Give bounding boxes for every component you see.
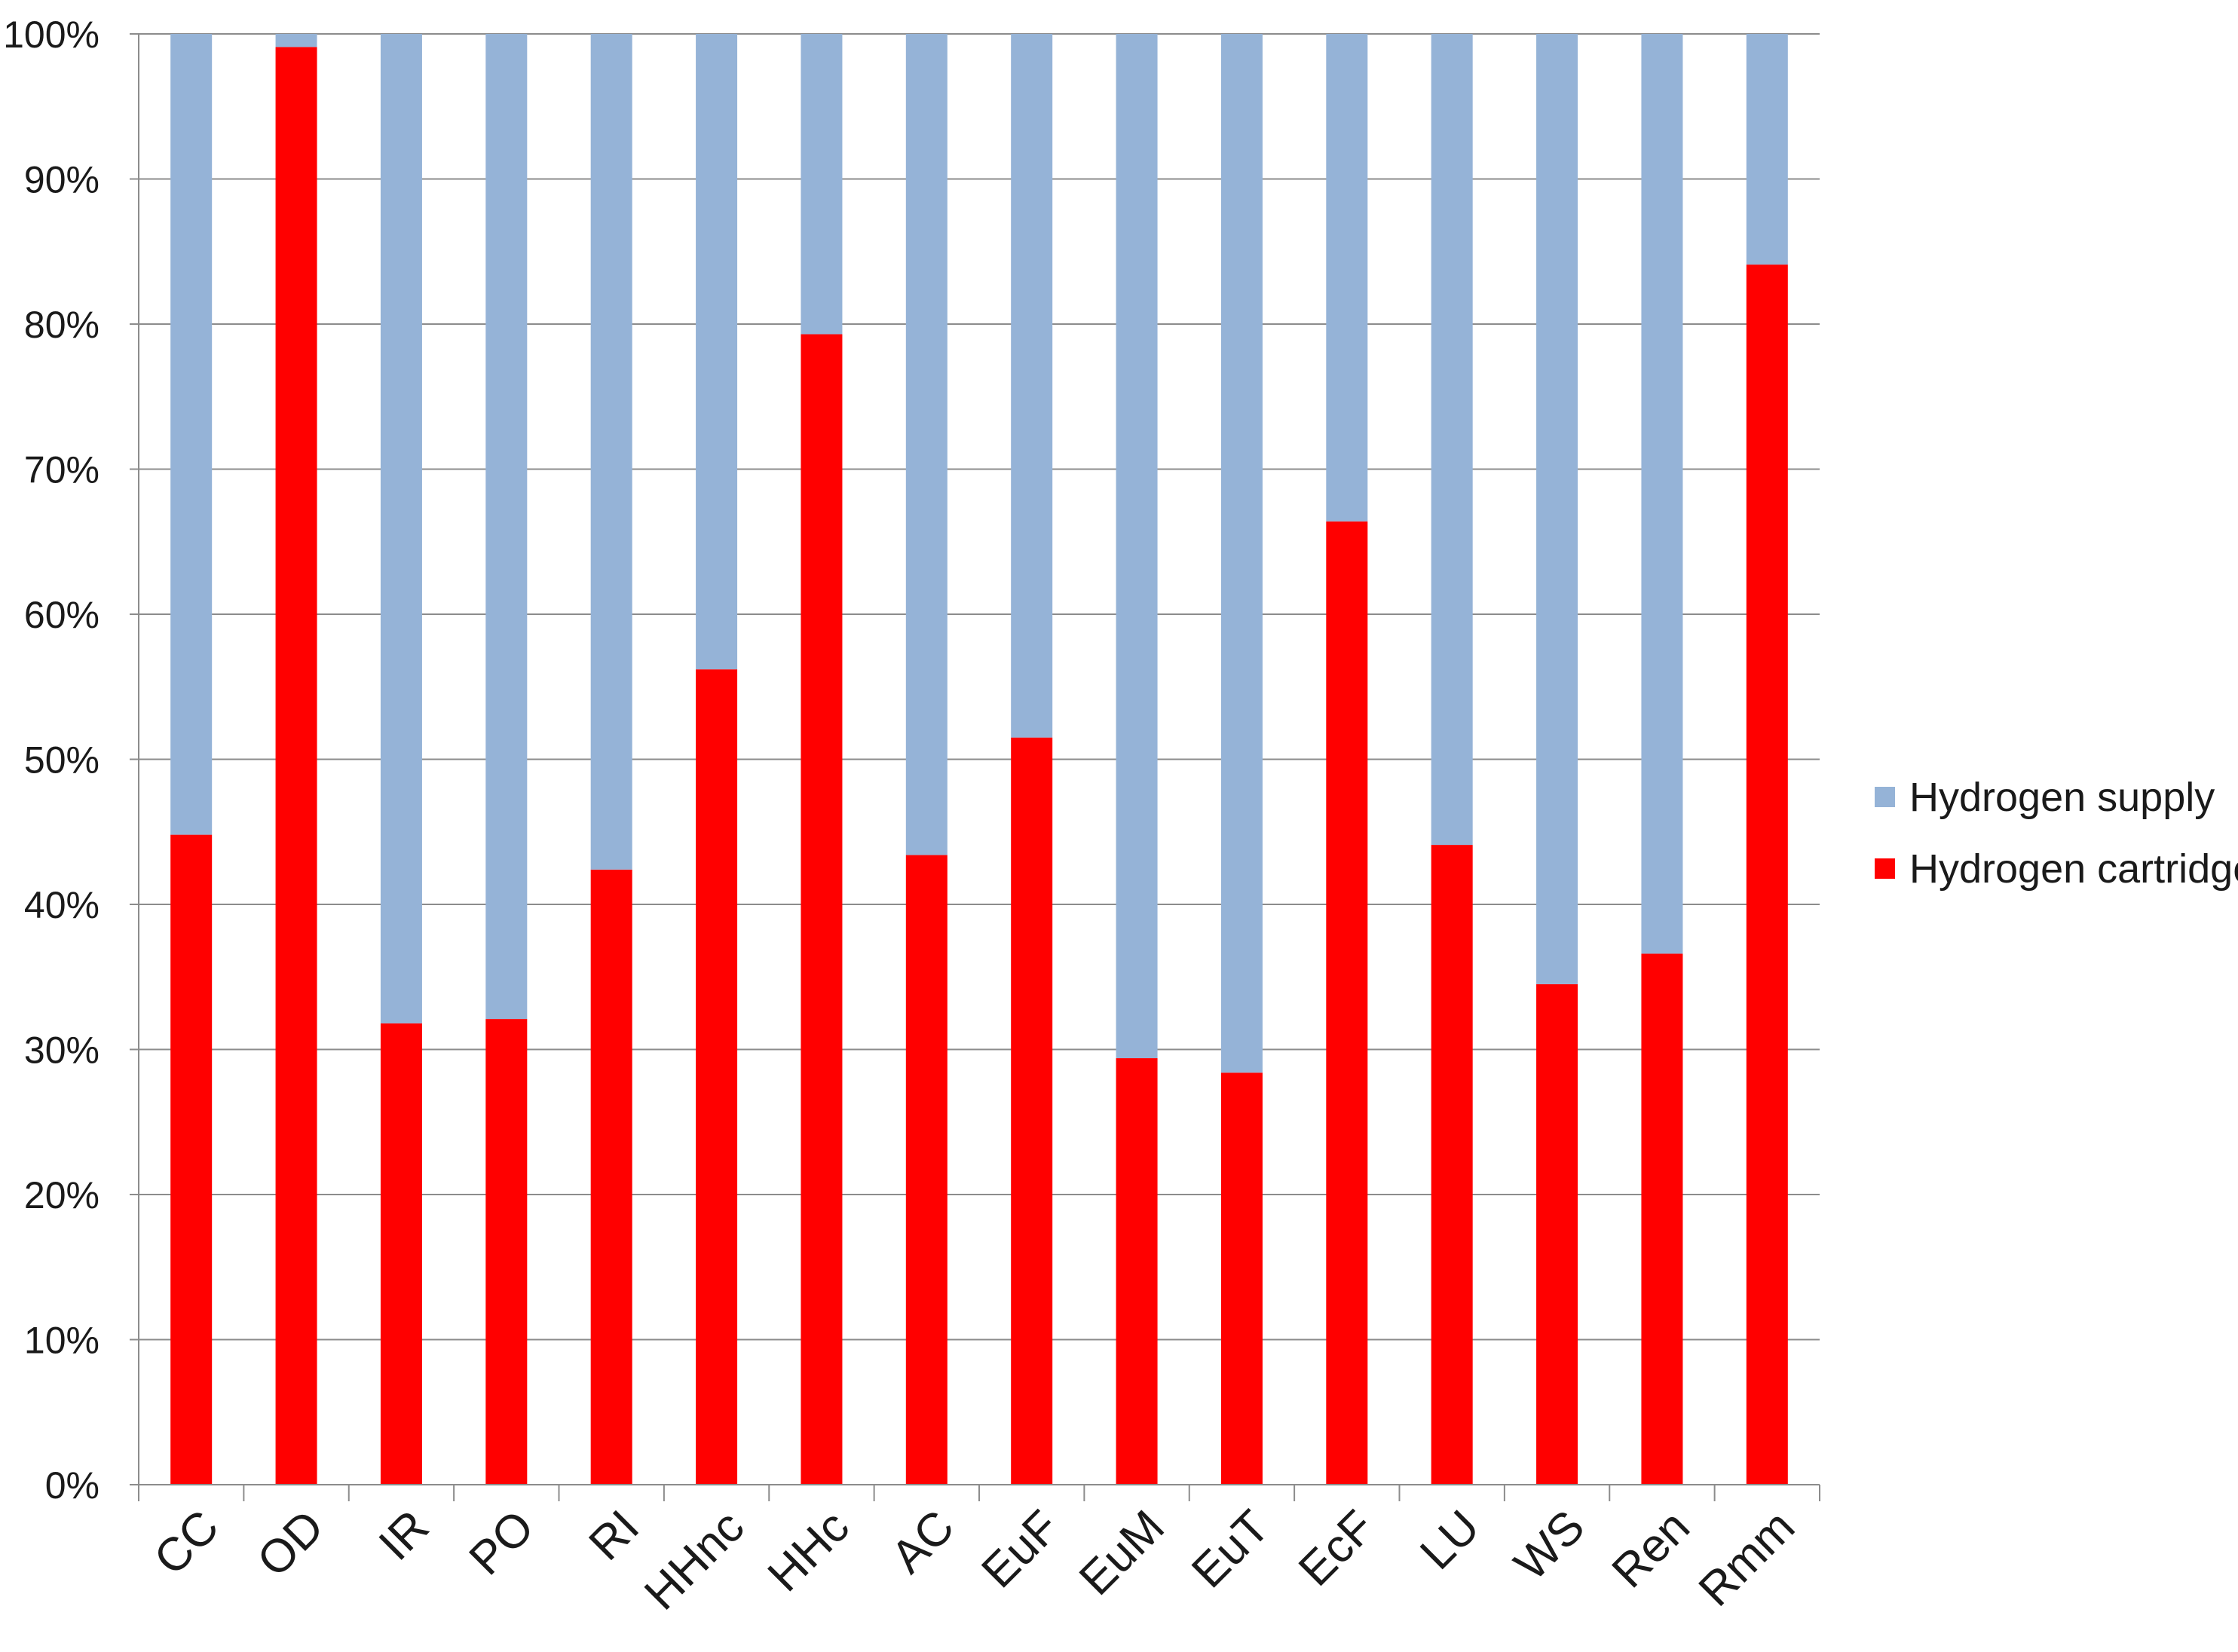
bar-segment-hydrogen-cartridge	[590, 869, 632, 1485]
bar-segment-hydrogen-supply	[1326, 34, 1368, 522]
bar-segment-hydrogen-supply	[1641, 34, 1683, 954]
axes	[130, 33, 1820, 1501]
bar-segment-hydrogen-supply	[1536, 34, 1578, 984]
x-tick-label: HHc	[758, 1501, 859, 1602]
y-tick-label: 30%	[24, 1029, 100, 1072]
y-tick-label: 10%	[24, 1320, 100, 1362]
x-tick-label: LU	[1410, 1501, 1489, 1580]
y-tick-label: 100%	[3, 14, 100, 56]
bar-segment-hydrogen-supply	[590, 34, 632, 870]
bar-segment-hydrogen-cartridge	[1220, 1072, 1263, 1485]
bar-segment-hydrogen-cartridge	[696, 669, 738, 1485]
x-tick-label: EuT	[1182, 1501, 1279, 1598]
y-tick-label: 20%	[24, 1174, 100, 1216]
bar-segment-hydrogen-cartridge	[801, 334, 843, 1485]
bar-segment-hydrogen-cartridge	[1431, 845, 1473, 1485]
y-tick-label: 70%	[24, 449, 100, 491]
bar-segment-hydrogen-cartridge	[905, 855, 948, 1485]
y-tick-label: 40%	[24, 884, 100, 926]
bar-segment-hydrogen-supply	[1431, 34, 1473, 846]
x-tick-label: AC	[882, 1501, 965, 1583]
bar-segment-hydrogen-supply	[905, 34, 948, 855]
x-tick-label: PO	[460, 1501, 544, 1585]
legend-swatch	[1875, 858, 1895, 879]
x-tick-label: Rmm	[1689, 1501, 1805, 1616]
y-tick-label: 0%	[45, 1464, 100, 1507]
bar-segment-hydrogen-cartridge	[275, 47, 317, 1485]
bar-segment-hydrogen-supply	[696, 34, 738, 670]
y-tick-label: 90%	[24, 159, 100, 201]
x-tick-label: EcF	[1289, 1501, 1385, 1596]
bars	[170, 34, 1788, 1485]
y-tick-label: 50%	[24, 739, 100, 782]
legend-label: Hydrogen cartridge	[1909, 846, 2238, 892]
bar-segment-hydrogen-supply	[1116, 34, 1158, 1059]
bar-segment-hydrogen-supply	[275, 34, 317, 47]
x-tick-label: EuF	[972, 1501, 1069, 1598]
bar-segment-hydrogen-supply	[801, 34, 843, 335]
x-tick-label: WS	[1505, 1501, 1594, 1590]
bar-segment-hydrogen-cartridge	[1536, 984, 1578, 1485]
y-tick-label: 80%	[24, 304, 100, 346]
y-tick-label: 60%	[24, 594, 100, 636]
bar-segment-hydrogen-supply	[1011, 34, 1053, 738]
x-tick-label: IR	[369, 1501, 439, 1571]
legend-swatch	[1875, 787, 1895, 807]
x-tick-label: EuM	[1070, 1501, 1174, 1605]
x-tick-label: CC	[144, 1501, 228, 1585]
bar-segment-hydrogen-supply	[1220, 34, 1263, 1073]
bar-segment-hydrogen-cartridge	[485, 1019, 528, 1485]
bar-segment-hydrogen-cartridge	[1641, 953, 1683, 1485]
bar-segment-hydrogen-supply	[1746, 34, 1788, 265]
x-tick-label: OD	[247, 1501, 334, 1587]
bar-segment-hydrogen-supply	[170, 34, 213, 835]
bar-segment-hydrogen-cartridge	[1011, 737, 1053, 1485]
bar-segment-hydrogen-cartridge	[1326, 521, 1368, 1485]
bar-segment-hydrogen-cartridge	[1116, 1058, 1158, 1485]
x-tick-label: HHnc	[635, 1501, 754, 1620]
bar-segment-hydrogen-supply	[485, 34, 528, 1020]
legend-label: Hydrogen supply	[1909, 775, 2215, 820]
x-tick-label: Ren	[1603, 1501, 1700, 1598]
legend: Hydrogen supply Hydrogen cartridge	[1875, 775, 2238, 892]
bar-segment-hydrogen-cartridge	[380, 1023, 422, 1485]
bar-segment-hydrogen-supply	[380, 34, 422, 1023]
y-tick-labels: 0% 10% 20% 30% 40% 50% 60% 70% 80% 90% 100%	[3, 14, 100, 1507]
bar-segment-hydrogen-cartridge	[1746, 265, 1788, 1485]
x-tick-label: RI	[579, 1501, 649, 1571]
bar-segment-hydrogen-cartridge	[170, 834, 213, 1485]
